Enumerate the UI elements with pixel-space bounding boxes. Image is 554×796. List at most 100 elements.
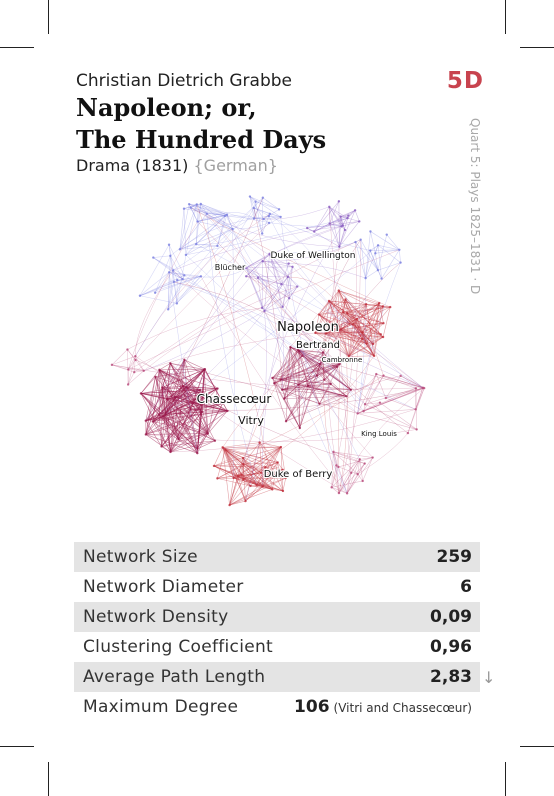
network-edge bbox=[145, 410, 228, 435]
network-edge bbox=[233, 355, 375, 479]
network-edge bbox=[328, 300, 384, 324]
network-edge bbox=[111, 364, 423, 390]
node-label: King Louis bbox=[361, 430, 397, 438]
network-edge bbox=[269, 253, 283, 307]
network-edge bbox=[111, 364, 129, 370]
network-edge bbox=[331, 480, 363, 488]
network-node bbox=[126, 383, 130, 386]
network-edge bbox=[186, 386, 201, 391]
network-edge bbox=[298, 384, 301, 429]
author-name: Christian Dietrich Grabbe bbox=[76, 71, 292, 91]
stat-value: 259 bbox=[436, 547, 473, 567]
network-edge bbox=[167, 275, 185, 310]
network-edge bbox=[179, 213, 208, 250]
network-edge bbox=[336, 465, 340, 494]
network-edge bbox=[377, 245, 401, 263]
network-edge bbox=[178, 438, 198, 450]
network-edge bbox=[272, 377, 347, 397]
network-edge bbox=[203, 369, 209, 434]
network-edge bbox=[385, 375, 401, 399]
network-edge bbox=[257, 277, 283, 308]
network-edge bbox=[153, 257, 183, 280]
network-edge bbox=[145, 408, 191, 421]
network-edge bbox=[319, 312, 344, 315]
network-edge bbox=[213, 447, 223, 467]
network-edge bbox=[280, 216, 348, 494]
network-node bbox=[198, 388, 202, 392]
network-edge bbox=[249, 196, 281, 218]
network-edge bbox=[229, 486, 263, 506]
network-edge bbox=[225, 446, 281, 450]
network-edge bbox=[127, 370, 144, 385]
network-edge bbox=[319, 363, 338, 368]
network-edge bbox=[217, 463, 244, 479]
network-edge bbox=[213, 375, 384, 467]
network-node bbox=[338, 362, 341, 366]
network-edge bbox=[319, 363, 332, 385]
network-edge bbox=[346, 459, 361, 494]
network-edge bbox=[272, 363, 340, 379]
network-node bbox=[318, 402, 321, 405]
node-label: Bertrand bbox=[296, 340, 340, 351]
network-edge bbox=[315, 331, 363, 334]
network-edge bbox=[172, 270, 178, 304]
network-edge bbox=[189, 203, 340, 248]
network-edge bbox=[314, 217, 348, 232]
network-edge bbox=[347, 210, 356, 219]
network-node bbox=[194, 242, 198, 246]
network-node bbox=[249, 484, 252, 488]
network-edge bbox=[363, 387, 423, 412]
network-node bbox=[364, 276, 367, 280]
network-edge bbox=[328, 300, 348, 314]
network-edge bbox=[280, 361, 323, 380]
network-edge bbox=[359, 459, 363, 481]
network-edge bbox=[222, 447, 273, 490]
network-edge bbox=[292, 266, 423, 388]
network-edge bbox=[331, 451, 334, 488]
network-edge bbox=[262, 467, 266, 487]
network-edge bbox=[340, 304, 367, 330]
network-node bbox=[378, 401, 382, 404]
network-edge bbox=[135, 355, 348, 494]
network-edge bbox=[225, 449, 244, 465]
network-node bbox=[199, 202, 202, 206]
network-node bbox=[144, 433, 148, 436]
network-edge bbox=[217, 449, 226, 479]
network-edge bbox=[339, 210, 356, 247]
network-node bbox=[280, 283, 283, 286]
network-edge bbox=[328, 300, 350, 324]
network-edge bbox=[265, 466, 286, 479]
stat-label: Maximum Degree bbox=[83, 697, 239, 717]
network-edge bbox=[197, 214, 228, 222]
network-edge bbox=[170, 255, 178, 304]
network-edge bbox=[272, 349, 299, 379]
network-edge bbox=[281, 349, 299, 390]
network-edge bbox=[356, 306, 384, 320]
network-node bbox=[164, 413, 167, 416]
network-edge bbox=[318, 314, 350, 357]
network-edge bbox=[302, 355, 320, 365]
network-edge bbox=[333, 451, 365, 464]
network-edge bbox=[340, 329, 381, 335]
network-edge bbox=[375, 253, 379, 271]
network-edge bbox=[249, 196, 255, 219]
network-edge bbox=[290, 346, 320, 365]
network-edge bbox=[185, 228, 233, 256]
network-edge bbox=[176, 276, 202, 304]
network-edge bbox=[249, 196, 264, 220]
crop-mark bbox=[0, 47, 34, 48]
network-edge bbox=[200, 276, 348, 494]
network-node bbox=[244, 275, 248, 278]
network-edge bbox=[111, 364, 144, 372]
network-edge bbox=[257, 277, 282, 285]
network-edge bbox=[343, 312, 384, 324]
network-edge bbox=[182, 386, 191, 410]
network-node bbox=[200, 403, 203, 406]
network-node bbox=[323, 378, 326, 381]
network-node bbox=[284, 476, 287, 480]
network-node bbox=[200, 410, 204, 414]
stat-row-path-length: Average Path Length 2,83 bbox=[74, 662, 480, 692]
network-edge bbox=[415, 388, 425, 410]
network-edge bbox=[237, 349, 299, 477]
network-edge bbox=[159, 404, 202, 415]
